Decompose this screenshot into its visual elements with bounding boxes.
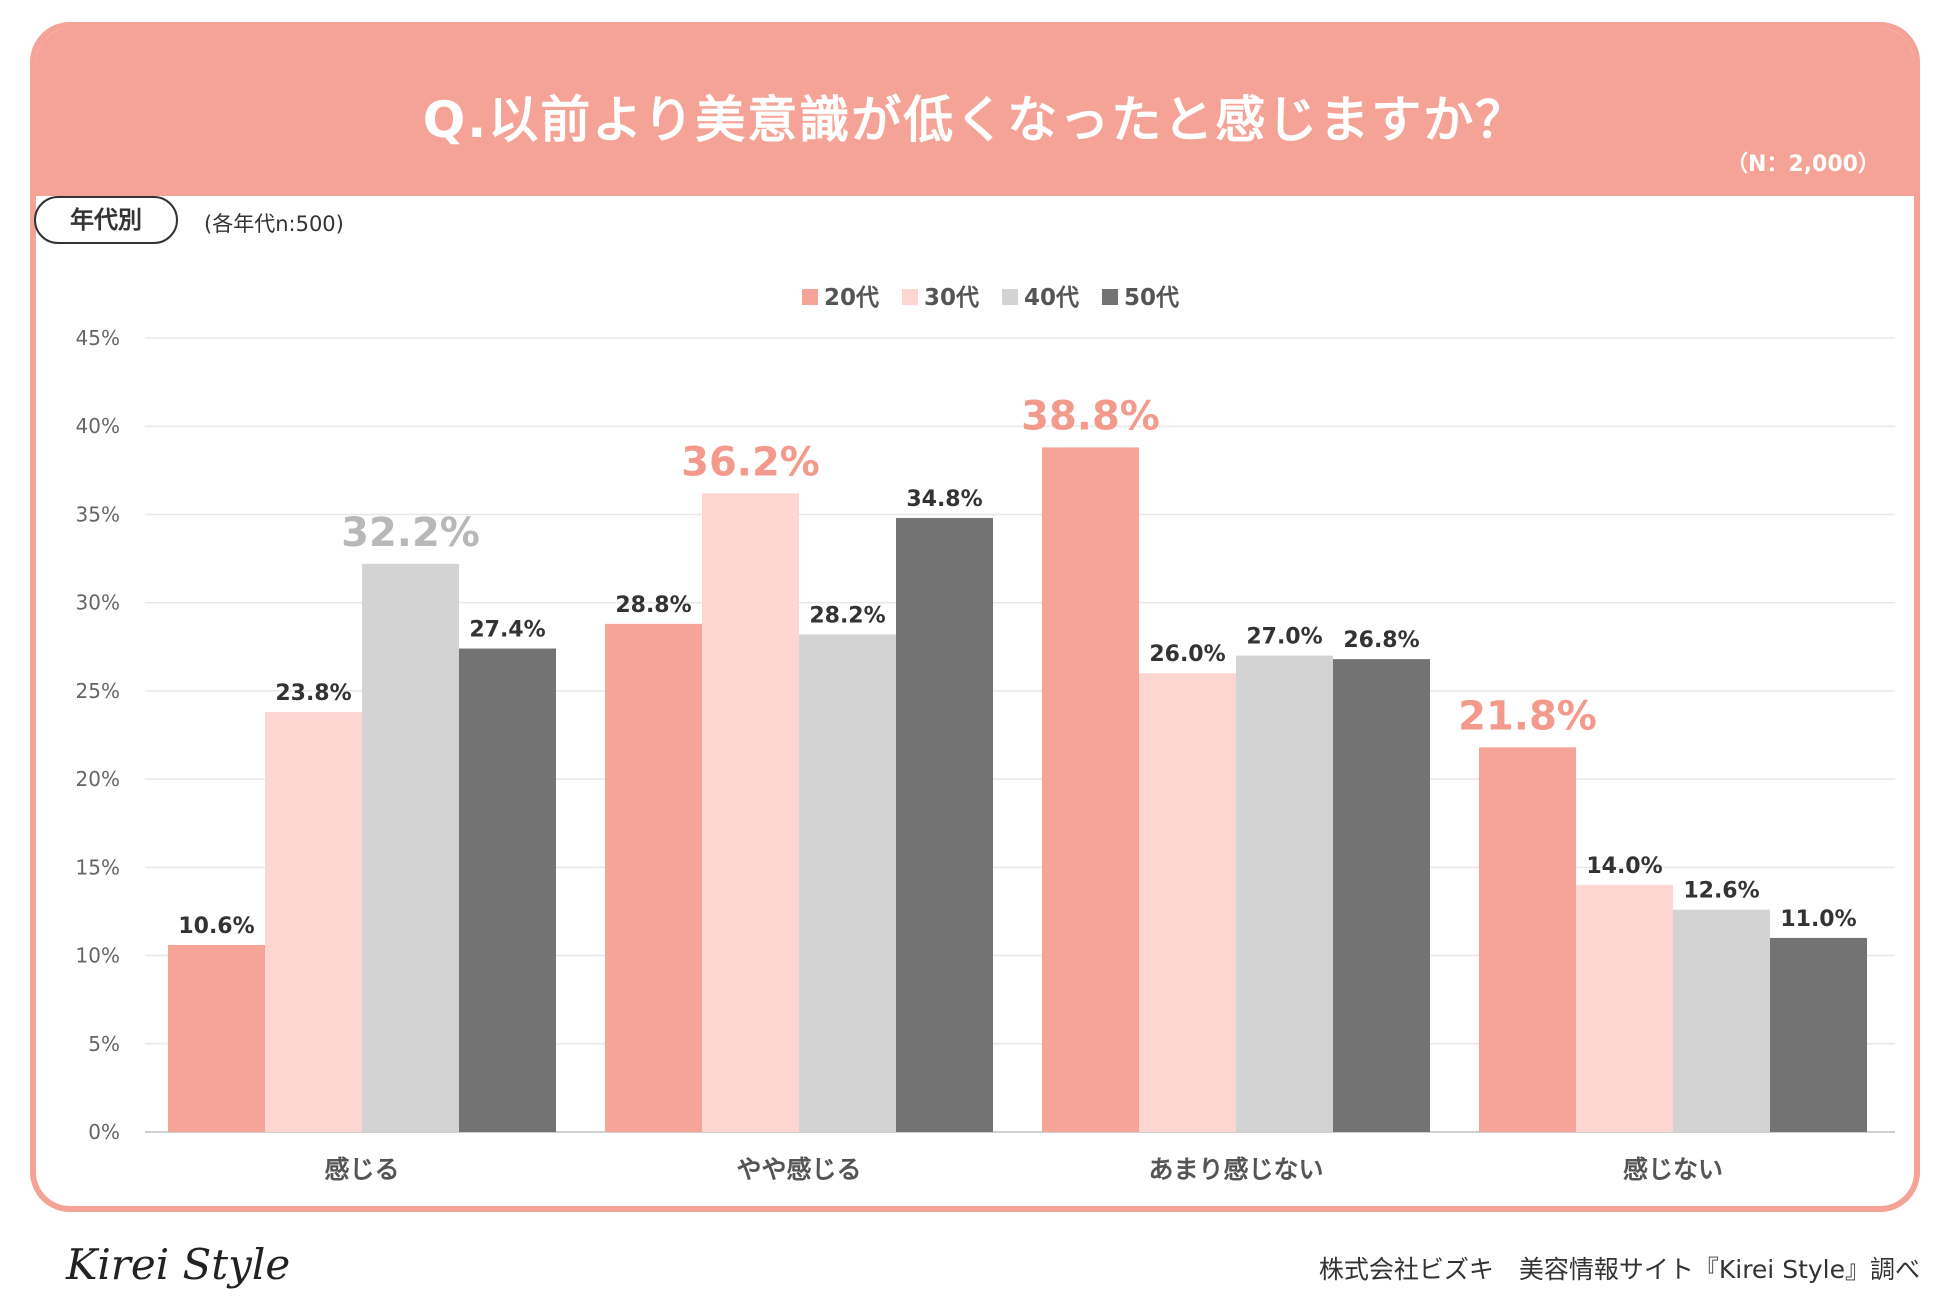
value-label: 10.6% [178, 914, 254, 939]
page-title: Q.以前より美意識が低くなったと感じますか？ [422, 91, 1528, 149]
legend-swatch [1002, 289, 1018, 305]
header-band: Q.以前より美意識が低くなったと感じますか？ （N：2,000） [36, 28, 1914, 196]
per-group-sample-note: (各年代n:500) [204, 212, 344, 236]
bar [1139, 673, 1236, 1132]
value-label: 23.8% [275, 681, 351, 706]
highlight-value-label: 38.8% [1021, 393, 1160, 439]
y-tick-label: 15% [76, 855, 120, 879]
category-label: やや感じる [736, 1155, 861, 1184]
value-label: 12.6% [1683, 879, 1759, 904]
bar [799, 634, 896, 1132]
kirei-style-logo: Kirei Style [66, 1240, 291, 1289]
bar [1770, 937, 1867, 1132]
y-tick-label: 5% [88, 1032, 120, 1056]
category-label: 感じる [324, 1155, 399, 1184]
y-tick-label: 30% [76, 591, 120, 615]
value-label: 28.2% [809, 603, 885, 628]
legend-swatch [802, 289, 818, 305]
bar [1576, 884, 1673, 1132]
value-label: 11.0% [1780, 907, 1856, 932]
bar [459, 648, 556, 1132]
highlight-value-label: 36.2% [681, 439, 820, 485]
y-tick-label: 10% [76, 944, 120, 968]
bar [702, 493, 799, 1132]
legend-label: 20代 [824, 285, 879, 311]
category-label: あまり感じない [1148, 1155, 1323, 1184]
value-label: 26.0% [1149, 642, 1225, 667]
legend-swatch [902, 289, 918, 305]
y-tick-label: 45% [76, 326, 120, 350]
bar [896, 517, 993, 1132]
y-tick-label: 25% [76, 679, 120, 703]
bar [1042, 447, 1139, 1132]
value-label: 34.8% [906, 487, 982, 512]
bar-chart: 0% 5% 10% 15% 20% 25% 30% 35% 40% 45% 10.6% 23.8% 32… [76, 285, 1895, 1184]
highlight-value-label: 32.2% [341, 510, 480, 556]
y-tick-label: 35% [76, 502, 120, 526]
value-label: 27.0% [1246, 625, 1322, 650]
value-label: 26.8% [1343, 628, 1419, 653]
bar [362, 563, 459, 1132]
bar [1479, 747, 1576, 1132]
y-tick-label: 20% [76, 767, 120, 791]
source-credit: 株式会社ビズキ 美容情報サイト『Kirei Style』調べ [1318, 1255, 1920, 1284]
age-group-badge: 年代別 [34, 196, 178, 244]
legend-label: 40代 [1024, 285, 1079, 311]
value-label: 14.0% [1586, 854, 1662, 879]
bar [1673, 909, 1770, 1132]
bar [1333, 659, 1430, 1132]
bar [265, 712, 362, 1132]
bar [1236, 655, 1333, 1132]
bar [605, 623, 702, 1132]
legend-label: 50代 [1124, 285, 1179, 311]
y-tick-label: 40% [76, 414, 120, 438]
value-label: 28.8% [615, 593, 691, 618]
category-label: 感じない [1623, 1155, 1723, 1184]
value-label: 27.4% [469, 618, 545, 643]
legend-swatch [1102, 289, 1118, 305]
y-tick-label: 0% [88, 1120, 120, 1144]
sample-size-note: （N：2,000） [1725, 152, 1880, 177]
bar [168, 944, 265, 1132]
legend-label: 30代 [924, 285, 979, 311]
highlight-value-label: 21.8% [1458, 693, 1597, 739]
